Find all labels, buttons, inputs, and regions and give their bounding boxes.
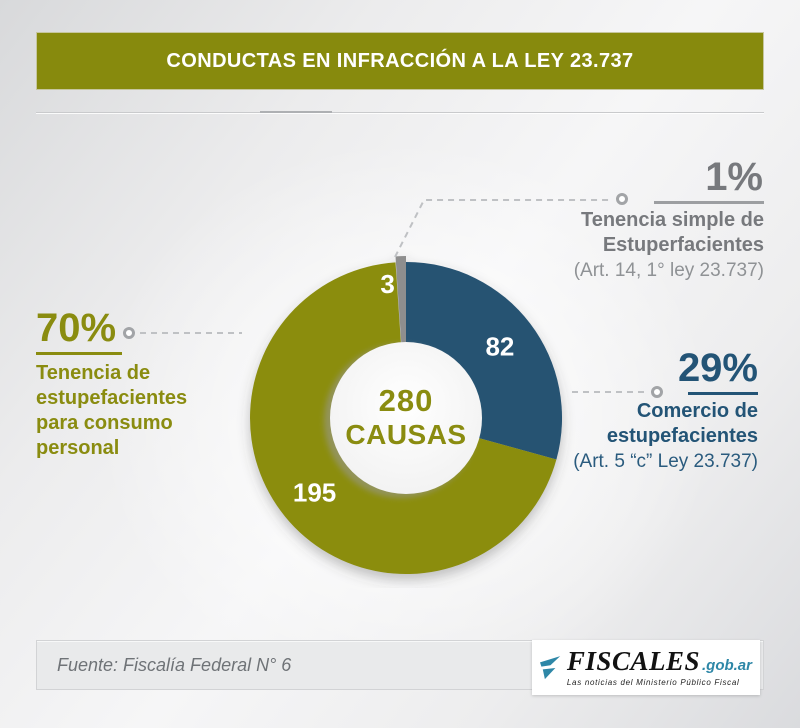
donut-chart: 280 CAUSAS 82 195 3 <box>250 256 563 575</box>
percent-29: 29% <box>677 346 758 390</box>
brand-name: FISCALES <box>566 646 700 676</box>
header-divider <box>36 112 764 113</box>
callout-note: (Art. 14, 1° ley 23.737) <box>573 260 764 281</box>
header-divider-center <box>260 111 332 113</box>
callout-comercio: 29% Comercio de estupefacientes (Art. 5 … <box>498 348 758 474</box>
percent-1: 1% <box>705 155 763 199</box>
underline-70 <box>36 352 122 355</box>
callout-line: Comercio de <box>636 400 758 422</box>
header-bar: CONDUCTAS EN INFRACCIÓN A LA LEY 23.737 <box>36 32 764 90</box>
source-text: Fuente: Fiscalía Federal N° 6 <box>57 654 292 675</box>
callout-tenencia-simple: 1% Tenencia simple de Estuperfacientes (… <box>484 157 764 283</box>
page-title: CONDUCTAS EN INFRACCIÓN A LA LEY 23.737 <box>166 49 634 72</box>
fiscales-wordmark: FISCALES .gob.ar Las noticias del Minist… <box>566 646 752 688</box>
fiscales-logo: FISCALES .gob.ar Las noticias del Minist… <box>532 640 760 695</box>
callout-line: Tenencia de <box>36 362 151 384</box>
callout-line: Tenencia simple de <box>580 209 764 231</box>
underline-1 <box>654 201 764 204</box>
pie-center-value: 280 <box>379 383 434 418</box>
callout-line: personal <box>36 437 120 459</box>
callout-line: para consumo <box>36 412 173 434</box>
fiscales-logo-icon <box>540 655 561 679</box>
underline-29 <box>688 392 758 395</box>
pie-slice-value-3: 3 <box>380 269 394 299</box>
pie-value-labels-group: 82 195 3 <box>293 269 514 508</box>
pie-slice-value-2: 195 <box>293 478 336 508</box>
callout-line: estupefacientes <box>36 387 188 409</box>
callout-line: Estuperfacientes <box>602 234 764 256</box>
callout-line: estupefacientes <box>606 425 758 447</box>
brand-tagline: Las noticias del Ministerio Público Fisc… <box>566 678 740 687</box>
callout-consumo-personal: 70% Tenencia de estupefacientes para con… <box>36 308 246 461</box>
header-divider-highlight <box>36 113 764 114</box>
pie-slice-value-1: 82 <box>485 332 514 362</box>
percent-70: 70% <box>36 306 117 350</box>
pie-center-label: CAUSAS <box>345 419 466 450</box>
callout-note: (Art. 5 “c” Ley 23.737) <box>573 451 758 472</box>
center-circle <box>330 342 482 494</box>
brand-domain: .gob.ar <box>701 657 752 674</box>
